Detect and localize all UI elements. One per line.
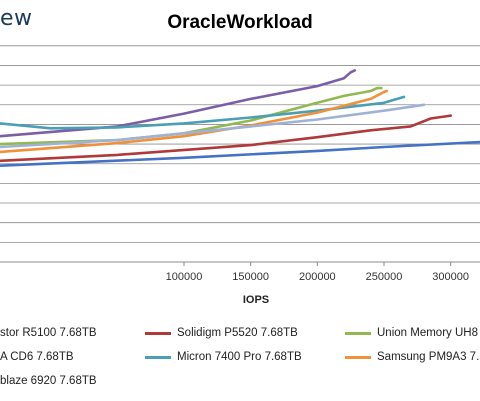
series-line-1 <box>0 114 453 163</box>
legend-label: Samsung PM9A3 7. <box>377 351 480 363</box>
series-line-5 <box>0 89 389 154</box>
series-line-0 <box>0 140 480 167</box>
legend-item-3: A CD6 7.68TB <box>0 348 74 366</box>
gridlines <box>0 45 480 243</box>
legend-label: Solidigm P5520 7.68TB <box>177 327 298 339</box>
axes <box>0 261 480 266</box>
x-tick-label-4: 300000 <box>432 271 469 283</box>
legend-label: stor R5100 7.68TB <box>0 327 97 339</box>
series-lines <box>0 69 480 167</box>
legend-label: blaze 6920 7.68TB <box>0 375 97 387</box>
legend-swatch <box>145 331 171 335</box>
legend-label: Micron 7400 Pro 7.68TB <box>177 351 302 363</box>
x-tick-label-3: 250000 <box>366 271 403 283</box>
legend-item-5: Samsung PM9A3 7. <box>345 348 479 366</box>
legend-item-0: stor R5100 7.68TB <box>0 324 97 342</box>
legend-label: A CD6 7.68TB <box>0 351 74 363</box>
legend-item-1: Solidigm P5520 7.68TB <box>145 324 298 342</box>
legend-item-6: blaze 6920 7.68TB <box>0 372 97 390</box>
legend-swatch <box>145 355 171 359</box>
legend-item-2: Union Memory UH8 <box>345 324 478 342</box>
series-line-3 <box>0 69 357 138</box>
x-tick-labels: 100000 150000 200000 250000 300000 <box>166 271 469 283</box>
legend-swatch <box>345 331 371 335</box>
legend-item-4: Micron 7400 Pro 7.68TB <box>145 348 302 366</box>
x-tick-label-0: 100000 <box>166 271 203 283</box>
watermark-logo-text: ew <box>0 6 33 31</box>
series-line-6 <box>0 103 426 149</box>
x-axis-label: IOPS <box>243 294 269 306</box>
series-line-4 <box>0 95 406 130</box>
x-tick-label-2: 200000 <box>299 271 336 283</box>
legend-label: Union Memory UH8 <box>377 327 478 339</box>
x-tick-label-1: 150000 <box>232 271 269 283</box>
chart-title: OracleWorkload <box>167 12 313 33</box>
legend-swatch <box>345 355 371 359</box>
